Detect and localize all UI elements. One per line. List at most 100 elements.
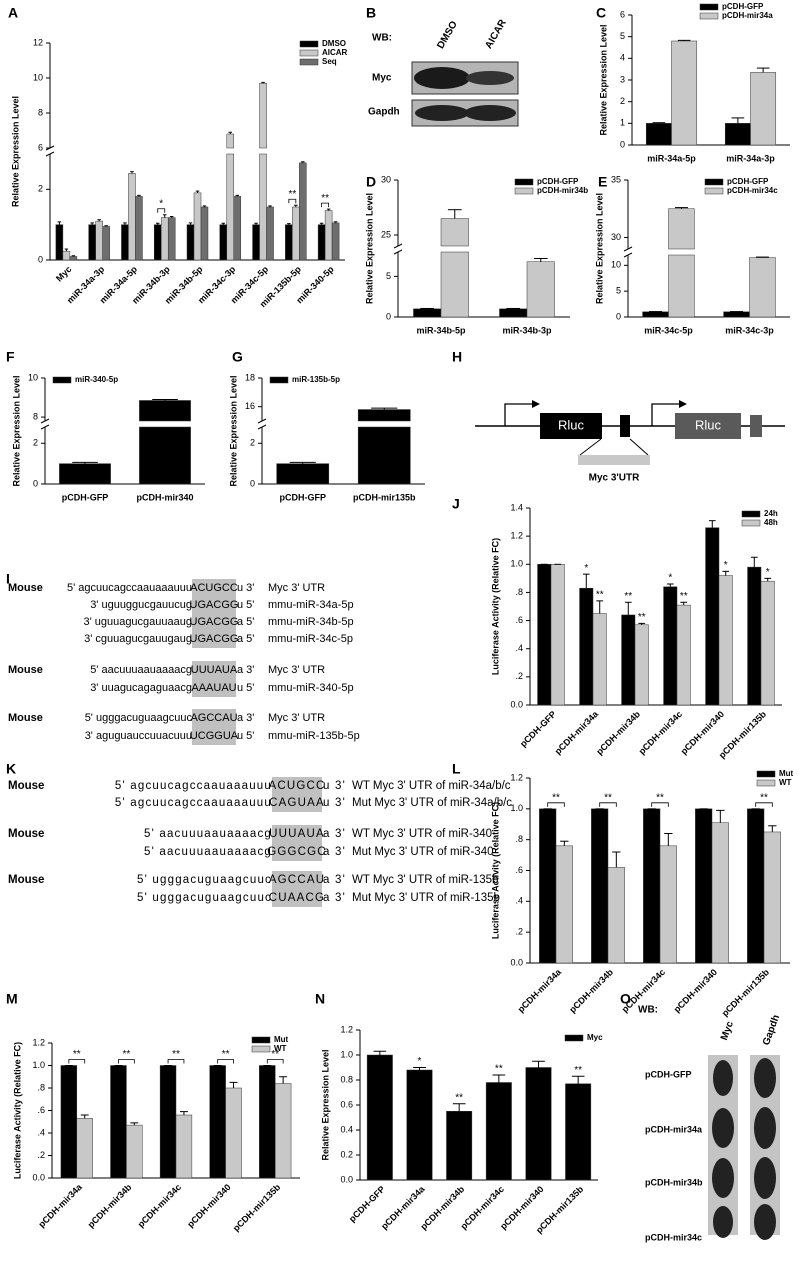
legend-swatch [699, 12, 719, 20]
bar [592, 613, 607, 706]
panel-letter: I [6, 571, 10, 587]
bar [259, 83, 267, 149]
bar [175, 1114, 193, 1179]
axis-break [623, 246, 633, 252]
y-tick-label: 0 [616, 311, 621, 321]
y-tick-label: 1.4 [510, 502, 523, 512]
sequence: a 3' [323, 874, 346, 886]
y-tick-label: 10 [33, 72, 43, 82]
sequence: 5' ugggacuguaagcuuc [137, 892, 272, 904]
seed-sequence: CAGUAA [269, 797, 325, 809]
y-tick-label: 1.0 [340, 1049, 353, 1059]
x-tick-label: pCDH-mir340 [672, 967, 719, 1014]
legend-swatch [514, 178, 534, 186]
y-tick-label: .6 [515, 865, 523, 875]
y-axis-label: Relative Expression Level [11, 375, 21, 486]
significance: ** [455, 1092, 463, 1103]
bar [317, 224, 326, 261]
promoter-arrow [651, 403, 679, 426]
seed-highlight [272, 794, 322, 812]
sequence: 5' agcuucagccaauaaauuu [115, 780, 272, 792]
significance: ** [552, 792, 560, 803]
significance: ** [680, 591, 688, 602]
seed-sequence: UGACGG [190, 599, 239, 611]
panel-letter: D [366, 174, 376, 190]
bar [160, 217, 169, 261]
significance: * [418, 1056, 422, 1067]
significance-bracket [547, 802, 565, 807]
sequence: 3' aguguauccuuacuuu [85, 730, 192, 742]
sequence-name: Mut Myc 3' UTR of miR-135b [352, 892, 500, 904]
x-tick-label: pCDH-mir34c [136, 1182, 183, 1229]
significance: ** [624, 591, 632, 602]
legend-label: pCDH-mir34a [722, 11, 773, 20]
panel-letter: B [366, 5, 376, 21]
y-tick-label: .4 [515, 896, 523, 906]
bar [60, 1065, 78, 1179]
legend-label: miR-340-5p [75, 375, 118, 384]
bar [446, 1111, 473, 1181]
bar [226, 153, 235, 261]
bar [219, 224, 228, 261]
arrow-head [679, 400, 687, 408]
bar [499, 308, 528, 318]
sequence: a 3' [237, 664, 254, 676]
panel-letter: N [315, 991, 325, 1007]
bar [276, 463, 330, 485]
y-tick-label: 1.2 [510, 531, 523, 541]
y-tick-label: 8 [38, 107, 43, 117]
x-tick-label: miR-34b-3p [502, 325, 552, 335]
blot-band [754, 1058, 776, 1098]
legend-label: WT [779, 778, 792, 787]
x-tick-label: miR-34b-5p [416, 325, 466, 335]
species-label: Mouse [8, 874, 44, 886]
bar [357, 409, 411, 422]
legend-swatch [741, 519, 761, 527]
blot-band [466, 71, 514, 85]
significance-bracket [266, 1059, 284, 1064]
sequence: a 3' [323, 846, 346, 858]
bar [645, 123, 672, 146]
y-axis-label: Relative Expression Level [364, 193, 374, 304]
bar [537, 564, 552, 706]
sequence-name: Myc 3' UTR [268, 582, 325, 594]
y-tick-label: 35 [611, 174, 621, 184]
panel-letter: H [452, 349, 462, 365]
legend-swatch [564, 1034, 584, 1042]
y-tick-label: 0 [620, 139, 625, 149]
legend-swatch [699, 3, 719, 11]
axis-break [40, 418, 50, 424]
y-tick-label: 0.0 [32, 1172, 45, 1182]
bar [668, 254, 695, 318]
y-tick-label: 16 [245, 401, 255, 411]
seed-highlight [192, 613, 236, 631]
y-tick-label: 4 [620, 53, 625, 63]
blot-band [712, 1158, 734, 1198]
blot-column: DMSO [435, 19, 460, 51]
legend-label: AICAR [322, 48, 348, 57]
y-axis-label: Luciferase Activity (Relative FC) [490, 538, 500, 675]
sequence: 5' agcuucagccaauaaauuu [67, 582, 192, 594]
x-tick-label: pCDH-mir34b [567, 967, 615, 1015]
x-tick-label: pCDH-mir34b [594, 709, 642, 757]
bar [747, 566, 762, 706]
seed-highlight [272, 825, 322, 843]
y-tick-label: 1.2 [510, 772, 523, 782]
y-tick-label: 0.8 [340, 1074, 353, 1084]
legend-label: pCDH-mir34b [537, 186, 588, 195]
y-tick-label: 2 [33, 438, 38, 448]
bar [676, 604, 691, 706]
blot-band [415, 105, 469, 121]
x-tick-label: miR-34c-3p [725, 325, 774, 335]
bar [440, 218, 469, 247]
significance-bracket [755, 802, 773, 807]
bar [485, 1082, 512, 1181]
bar [266, 206, 274, 261]
bar [413, 308, 442, 318]
bar [135, 196, 143, 261]
y-axis-label: Relative Expression Level [598, 24, 608, 135]
bar [671, 40, 698, 146]
y-tick-label: .2 [515, 671, 523, 681]
x-tick-label: pCDH-GFP [347, 1184, 387, 1224]
